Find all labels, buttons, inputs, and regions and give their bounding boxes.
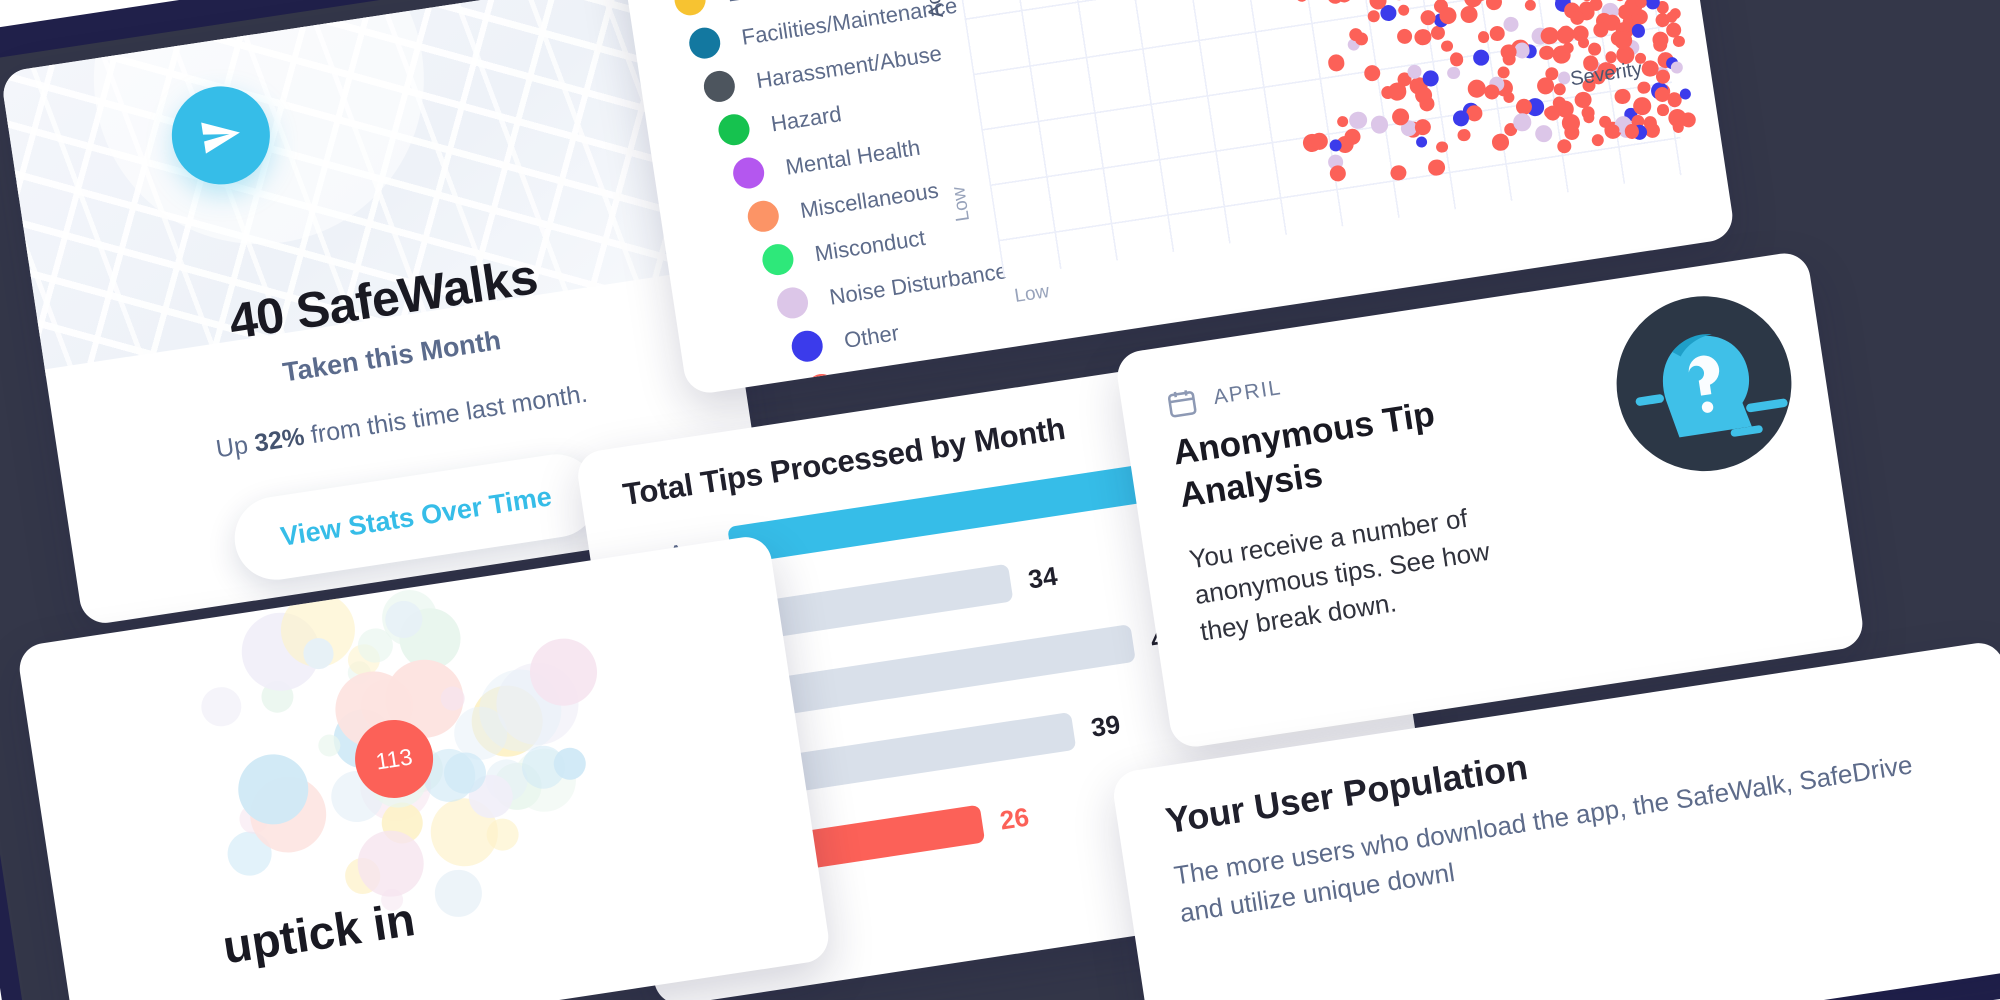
bar-value: 39 bbox=[1089, 708, 1123, 743]
legend-label: Hazard bbox=[769, 100, 844, 136]
calendar-icon bbox=[1167, 390, 1197, 418]
legend-color-swatch bbox=[716, 112, 752, 148]
avatar bbox=[432, 866, 486, 920]
scatter-point bbox=[1672, 34, 1686, 49]
legend-color-swatch bbox=[731, 155, 767, 191]
legend-label: Other bbox=[842, 319, 901, 353]
legend-color-swatch bbox=[789, 328, 825, 364]
send-icon bbox=[165, 79, 277, 192]
legend-label: Misconduct bbox=[813, 224, 927, 266]
bar-fill bbox=[762, 711, 1077, 797]
scatter-point bbox=[1671, 120, 1685, 134]
population-body: The more users who download the app, the… bbox=[1172, 749, 1915, 928]
anonymous-tip-card: APRIL Anonymous Tip Analysis You receive… bbox=[1114, 249, 1866, 751]
anonymous-person-question-icon bbox=[1616, 296, 1792, 472]
legend-color-swatch bbox=[760, 241, 796, 278]
note-prefix: Up bbox=[214, 429, 257, 464]
tip-kicker: APRIL bbox=[1164, 372, 1284, 421]
legend-color-swatch bbox=[745, 198, 781, 234]
bar-fill bbox=[750, 624, 1136, 720]
bar-value: 26 bbox=[997, 801, 1031, 836]
x-axis-low-tick: Low bbox=[1013, 281, 1051, 308]
note-suffix: from this time last month. bbox=[302, 379, 590, 451]
legend-color-swatch bbox=[687, 25, 723, 61]
scatter-plot bbox=[939, 0, 1697, 278]
avatar bbox=[198, 684, 244, 730]
tip-kicker-label: APRIL bbox=[1211, 376, 1284, 410]
legend-color-swatch bbox=[774, 285, 811, 321]
legend-color-swatch bbox=[701, 68, 738, 105]
safewalk-card: 40 SafeWalks Taken this Month Up 32% fro… bbox=[0, 0, 766, 627]
legend-color-swatch bbox=[672, 0, 708, 18]
tip-body: You receive a number of anonymous tips. … bbox=[1187, 502, 1492, 647]
bar-value: 34 bbox=[1026, 560, 1060, 595]
scatter-point bbox=[1679, 87, 1692, 101]
users-headline: uptick in bbox=[219, 892, 419, 974]
note-value: 32% bbox=[252, 422, 307, 458]
